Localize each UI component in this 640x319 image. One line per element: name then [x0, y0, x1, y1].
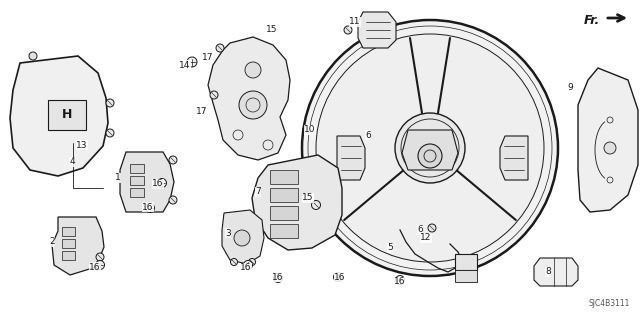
Circle shape: [245, 62, 261, 78]
Text: 16: 16: [152, 180, 164, 189]
Circle shape: [344, 26, 352, 34]
Circle shape: [187, 57, 197, 67]
Text: 17: 17: [196, 108, 208, 116]
Text: 10: 10: [304, 125, 316, 135]
Bar: [270, 206, 298, 220]
Text: 3: 3: [225, 228, 231, 238]
Circle shape: [169, 156, 177, 164]
Text: 16: 16: [240, 263, 252, 272]
Text: 6: 6: [417, 226, 423, 234]
Circle shape: [234, 230, 250, 246]
Bar: [455, 270, 477, 282]
Circle shape: [210, 91, 218, 99]
Circle shape: [106, 99, 114, 107]
Bar: [48, 100, 86, 130]
Circle shape: [243, 261, 253, 270]
Circle shape: [428, 224, 436, 232]
Circle shape: [169, 196, 177, 204]
Bar: [130, 188, 144, 197]
Polygon shape: [402, 130, 458, 170]
Bar: [455, 254, 477, 270]
Circle shape: [396, 276, 404, 285]
Bar: [62, 251, 75, 260]
Circle shape: [96, 253, 104, 261]
Circle shape: [312, 201, 321, 210]
Text: 16: 16: [272, 272, 284, 281]
Text: 4: 4: [69, 158, 75, 167]
Circle shape: [395, 113, 465, 183]
Text: 7: 7: [255, 188, 261, 197]
Circle shape: [248, 258, 255, 265]
Circle shape: [316, 34, 544, 262]
Text: 16: 16: [394, 278, 406, 286]
Text: 14: 14: [179, 61, 191, 70]
Text: 16: 16: [334, 272, 346, 281]
Polygon shape: [52, 217, 104, 275]
Circle shape: [273, 273, 282, 283]
Text: 15: 15: [266, 26, 278, 34]
Polygon shape: [222, 210, 264, 264]
Polygon shape: [578, 68, 638, 212]
Circle shape: [29, 52, 37, 60]
Polygon shape: [208, 37, 290, 160]
Bar: [62, 239, 75, 248]
Polygon shape: [358, 12, 396, 48]
Circle shape: [95, 261, 104, 270]
Circle shape: [230, 258, 237, 265]
Text: 15: 15: [302, 194, 314, 203]
Polygon shape: [534, 258, 578, 286]
Bar: [270, 170, 298, 184]
Text: 17: 17: [202, 54, 214, 63]
Circle shape: [216, 44, 224, 52]
Text: 16: 16: [142, 203, 154, 211]
Polygon shape: [10, 56, 108, 176]
Bar: [130, 176, 144, 185]
Polygon shape: [120, 152, 174, 212]
Circle shape: [418, 144, 442, 168]
Text: Fr.: Fr.: [584, 13, 600, 26]
Text: 2: 2: [49, 238, 55, 247]
Bar: [270, 188, 298, 202]
Polygon shape: [337, 136, 365, 180]
Polygon shape: [500, 136, 528, 180]
Text: SJC4B3111: SJC4B3111: [589, 299, 630, 308]
Text: 16: 16: [89, 263, 100, 271]
Text: 12: 12: [420, 234, 432, 242]
Text: 1: 1: [115, 174, 121, 182]
Text: 8: 8: [545, 268, 551, 277]
Circle shape: [106, 129, 114, 137]
Text: 9: 9: [567, 84, 573, 93]
Circle shape: [604, 142, 616, 154]
Bar: [270, 224, 298, 238]
Text: 11: 11: [349, 18, 361, 26]
Text: 6: 6: [365, 130, 371, 139]
Text: H: H: [62, 108, 72, 122]
Circle shape: [239, 91, 267, 119]
Text: 5: 5: [387, 243, 393, 253]
Circle shape: [157, 179, 166, 188]
Circle shape: [333, 272, 342, 281]
Polygon shape: [252, 155, 342, 250]
Bar: [130, 164, 144, 173]
Circle shape: [145, 204, 154, 212]
Circle shape: [302, 20, 558, 276]
Bar: [62, 227, 75, 236]
Text: 13: 13: [76, 140, 88, 150]
